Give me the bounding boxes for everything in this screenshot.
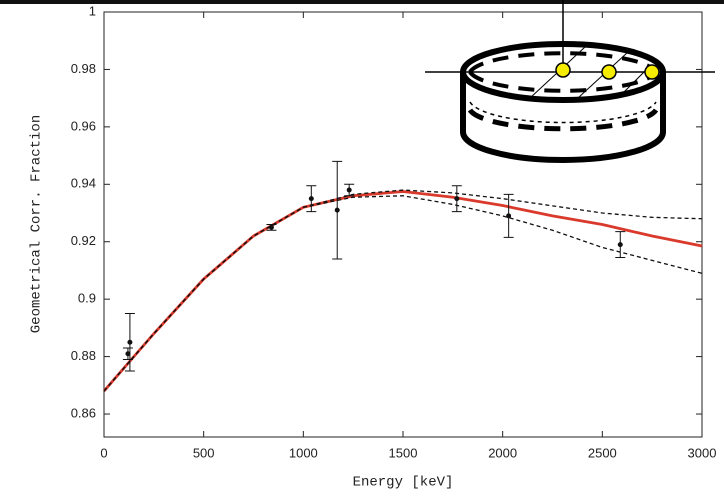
data-point — [125, 351, 131, 357]
data-point — [506, 213, 512, 219]
data-point — [127, 339, 133, 345]
data-point — [454, 196, 460, 202]
x-axis-label: Energy [keV] — [353, 475, 454, 491]
y-tick-label: 0.94 — [71, 176, 96, 191]
dashed-curve — [103, 195, 703, 392]
data-point — [308, 196, 314, 202]
y-tick-label: 0.92 — [71, 233, 96, 248]
top-bar — [0, 0, 724, 4]
x-tick-label: 500 — [193, 445, 215, 460]
y-tick-label: 0.98 — [71, 61, 96, 76]
y-tick-label: 0.86 — [71, 405, 96, 420]
data-point — [617, 242, 623, 248]
y-tick-label: 1 — [89, 3, 96, 18]
x-tick-label: 2500 — [588, 445, 617, 460]
y-axis-label: Geometrical Corr. Fraction — [29, 115, 45, 333]
plot-area: 0.86 0.88 0.9 0.92 0.94 0.96 0.98 1 0 500 1000 1500… — [71, 3, 717, 460]
data-point — [268, 224, 274, 230]
y-tick-label: 0.96 — [71, 118, 96, 133]
detector-inset — [425, 0, 715, 163]
data-point — [346, 187, 352, 193]
data-point — [334, 207, 340, 213]
y-tick-label: 0.88 — [71, 348, 96, 363]
x-tick-label: 1500 — [389, 445, 418, 460]
y-tick-label: 0.9 — [78, 291, 96, 306]
x-tick-label: 2000 — [488, 445, 517, 460]
x-tick-label: 1000 — [289, 445, 318, 460]
x-tick-label: 0 — [100, 445, 107, 460]
x-tick-label: 3000 — [688, 445, 717, 460]
fit-curve — [102, 190, 703, 392]
